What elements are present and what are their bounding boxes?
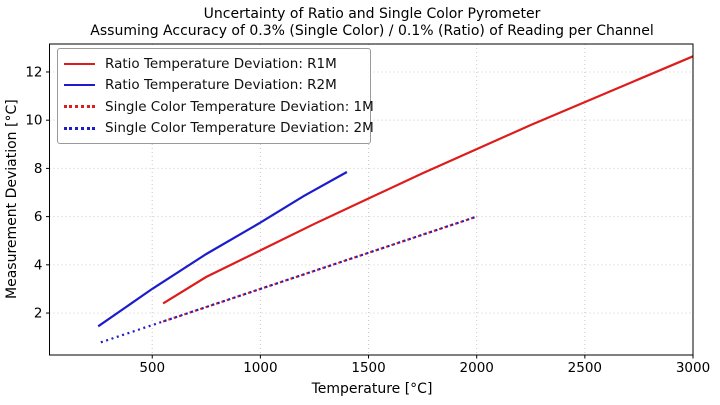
y-tick-label: 2 [34,306,43,322]
y-axis-label: Measurement Deviation [°C] [4,99,20,300]
legend-item-label: Ratio Temperature Deviation: R1M [105,55,337,72]
chart-title: Uncertainty of Ratio and Single Color Py… [50,6,694,39]
legend-line-sample-blue-solid [64,84,95,87]
legend-item-label: Single Color Temperature Deviation: 2M [105,120,374,137]
x-tick-label: 1500 [351,360,385,376]
legend-item: Ratio Temperature Deviation: R2M [58,75,364,97]
legend-item-label: Single Color Temperature Deviation: 1M [105,98,374,115]
legend-item: Single Color Temperature Deviation: 1M [58,96,374,118]
x-tick-label: 3000 [676,360,710,376]
y-tick-label: 4 [34,257,43,273]
y-tick-label: 8 [34,161,43,177]
x-tick-label: 500 [139,360,165,376]
x-tick-label: 2500 [568,360,602,376]
y-tick-label: 6 [34,209,43,225]
legend-line-sample-red-dotted [64,105,95,109]
series-line-dotted-blue [97,215,478,345]
y-tick-label: 12 [25,64,42,80]
x-axis-label: Temperature [°C] [311,381,433,397]
legend-item: Ratio Temperature Deviation: R1M [58,53,364,75]
y-tick-label: 10 [25,113,42,129]
chart-title-line2: Assuming Accuracy of 0.3% (Single Color)… [90,22,654,39]
series-line-solid-blue [97,171,348,328]
series-line-dotted-red [162,215,478,323]
legend-line-sample-red-solid [64,62,95,65]
legend-line-sample-blue-dotted [64,126,95,130]
chart-title-line1: Uncertainty of Ratio and Single Color Py… [203,6,541,22]
legend-item-label: Ratio Temperature Deviation: R2M [105,77,337,94]
x-tick-label: 2000 [460,360,494,376]
x-tick-label: 1000 [243,360,277,376]
legend-item: Single Color Temperature Deviation: 2M [58,118,374,140]
legend: Ratio Temperature Deviation: R1M Ratio T… [57,48,374,144]
series-line-solid-red [162,55,694,305]
plot-border [49,43,694,356]
